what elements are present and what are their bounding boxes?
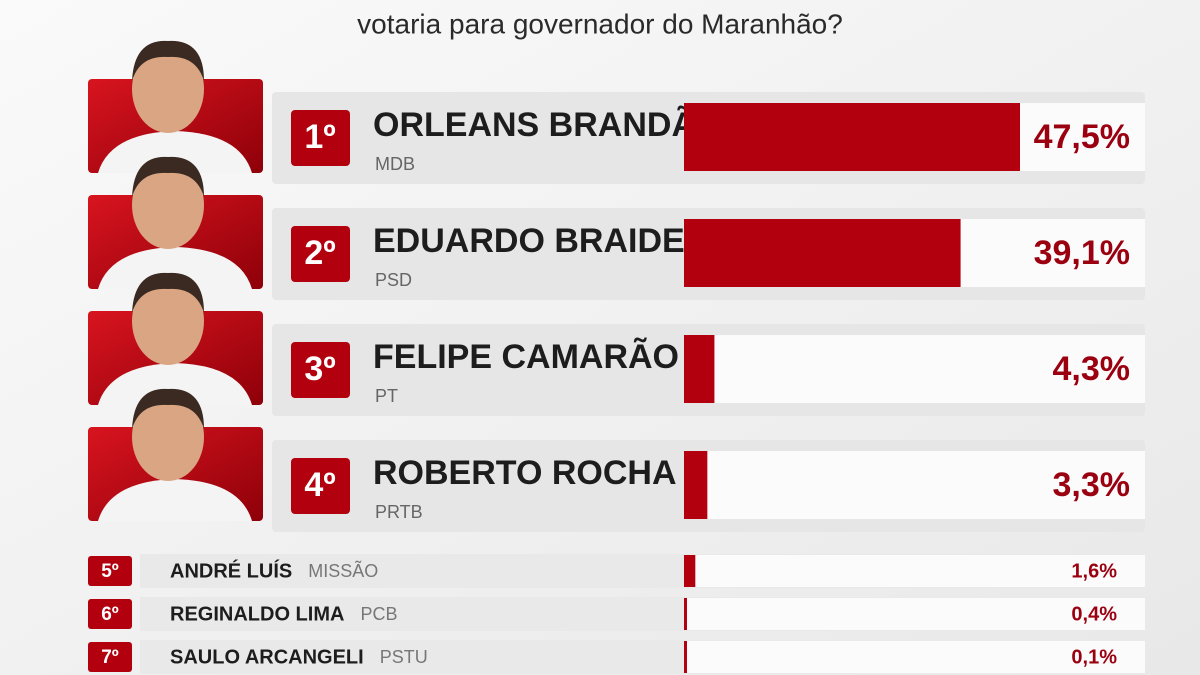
bar <box>684 555 696 587</box>
bar <box>684 598 687 630</box>
rank-box <box>88 642 132 672</box>
rank-box <box>291 458 350 514</box>
rank: 7º <box>101 647 119 668</box>
rank-box <box>88 599 132 629</box>
candidate-name: REGINALDO LIMA <box>170 603 344 625</box>
value-label: 4,3% <box>1053 350 1131 388</box>
party: PSTU <box>380 647 428 667</box>
value-label: 0,4% <box>1071 603 1117 625</box>
value-label: 39,1% <box>1034 234 1130 272</box>
photo-hair <box>132 40 204 81</box>
party: PT <box>375 386 398 406</box>
value-label: 47,5% <box>1034 118 1130 156</box>
bar-track <box>684 335 1145 403</box>
photo-head <box>132 277 204 365</box>
bar-track <box>684 555 1145 587</box>
value-label: 0,1% <box>1071 646 1117 668</box>
rank: 5º <box>101 561 119 582</box>
photo-body <box>98 479 252 521</box>
candidate-name: SAULO ARCANGELI <box>170 646 364 668</box>
rank: 6º <box>101 604 119 625</box>
photo-hair <box>132 272 204 313</box>
photo-body <box>98 247 252 289</box>
bar-track <box>684 451 1145 519</box>
photo-body <box>98 363 252 405</box>
bar <box>684 219 961 287</box>
bar-track <box>684 598 1145 630</box>
candidate-name: EDUARDO BRAIDE <box>373 222 685 260</box>
bar-track <box>684 641 1145 673</box>
party: PSD <box>375 270 412 290</box>
bar <box>684 451 708 519</box>
photo-head <box>132 161 204 249</box>
chart-title: votaria para governador do Maranhão? <box>357 8 843 39</box>
photo-hair <box>132 388 204 429</box>
rank: 3º <box>304 350 335 388</box>
rank: 4º <box>304 466 335 504</box>
party: MDB <box>375 154 415 174</box>
value-label: 1,6% <box>1071 560 1117 582</box>
bar <box>684 641 687 673</box>
candidate-name: ROBERTO ROCHA <box>373 454 677 492</box>
rank-box <box>291 110 350 166</box>
rank: 1º <box>304 118 335 156</box>
photo-body <box>98 131 252 173</box>
bar <box>684 335 715 403</box>
candidate-name: ORLEANS BRANDÃO <box>373 106 722 144</box>
party: PCB <box>360 604 397 624</box>
rank-box <box>88 556 132 586</box>
candidate-name: FELIPE CAMARÃO <box>373 338 679 376</box>
party: PRTB <box>375 502 423 522</box>
candidate-name: ANDRÉ LUÍS <box>170 559 292 582</box>
photo-head <box>132 45 204 133</box>
photo-head <box>132 393 204 481</box>
rank-box <box>291 226 350 282</box>
party: MISSÃO <box>308 560 378 581</box>
photo-hair <box>132 156 204 197</box>
value-label: 3,3% <box>1053 466 1131 504</box>
bar <box>684 103 1020 171</box>
rank: 2º <box>304 234 335 272</box>
rank-box <box>291 342 350 398</box>
